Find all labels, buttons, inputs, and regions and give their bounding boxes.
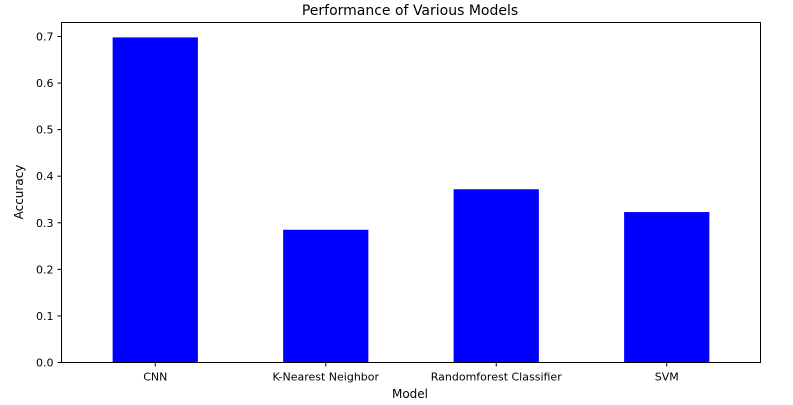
bar-1 (283, 229, 369, 363)
x-tick-label-1: K-Nearest Neighbor (272, 371, 379, 384)
y-tick-label-3: 0.3 (36, 217, 54, 230)
y-axis-ticks: 0.0 0.1 0.2 0.3 0.4 0.5 0.6 0.7 (36, 30, 62, 370)
x-axis-ticks: CNN K-Nearest Neighbor Randomforest Classi… (143, 362, 679, 384)
y-tick-label-6: 0.6 (36, 77, 54, 90)
y-tick-label-7: 0.7 (36, 30, 54, 43)
x-axis-label: Model (392, 387, 428, 401)
y-tick-label-4: 0.4 (36, 170, 54, 183)
plot-frame (61, 22, 761, 363)
y-tick-label-5: 0.5 (36, 124, 54, 137)
x-tick-label-2: Randomforest Classifier (431, 371, 562, 384)
y-axis-label: Accuracy (12, 165, 26, 220)
bar-0 (112, 37, 198, 363)
chart-title: Performance of Various Models (302, 3, 518, 19)
x-tick-label-0: CNN (143, 371, 167, 384)
x-tick-label-3: SVM (655, 371, 679, 384)
y-tick-label-0: 0.0 (36, 357, 54, 370)
y-tick-label-2: 0.2 (36, 263, 54, 276)
bar-2 (453, 189, 539, 363)
bar-3 (624, 212, 710, 363)
y-tick-label-1: 0.1 (36, 310, 54, 323)
bars-group (112, 37, 710, 363)
